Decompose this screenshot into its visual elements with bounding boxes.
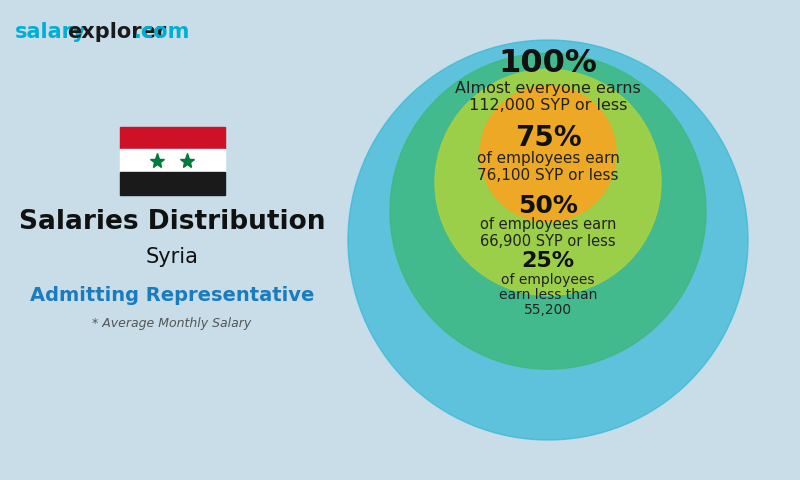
- Text: 55,200: 55,200: [524, 303, 572, 317]
- Circle shape: [390, 53, 706, 369]
- Text: of employees: of employees: [502, 273, 594, 287]
- Text: 100%: 100%: [498, 48, 598, 80]
- Text: of employees earn: of employees earn: [477, 152, 619, 167]
- Text: 25%: 25%: [522, 251, 574, 271]
- Bar: [119, 127, 225, 149]
- Text: Admitting Representative: Admitting Representative: [30, 286, 314, 305]
- Text: 76,100 SYP or less: 76,100 SYP or less: [478, 168, 618, 183]
- Text: * Average Monthly Salary: * Average Monthly Salary: [92, 317, 252, 330]
- Text: explorer: explorer: [67, 22, 166, 42]
- Text: Syria: Syria: [146, 247, 198, 267]
- Text: 50%: 50%: [518, 194, 578, 218]
- Text: salary: salary: [15, 22, 86, 42]
- Text: 75%: 75%: [514, 124, 582, 152]
- Text: Almost everyone earns: Almost everyone earns: [455, 81, 641, 96]
- Text: 112,000 SYP or less: 112,000 SYP or less: [469, 97, 627, 112]
- Text: 66,900 SYP or less: 66,900 SYP or less: [480, 233, 616, 249]
- Text: .com: .com: [134, 22, 190, 42]
- Bar: [119, 149, 225, 172]
- Text: of employees earn: of employees earn: [480, 217, 616, 232]
- Text: Salaries Distribution: Salaries Distribution: [18, 209, 326, 235]
- Circle shape: [435, 70, 661, 295]
- Circle shape: [480, 85, 616, 222]
- Circle shape: [348, 40, 748, 440]
- Bar: [119, 172, 225, 195]
- Text: earn less than: earn less than: [499, 288, 597, 302]
